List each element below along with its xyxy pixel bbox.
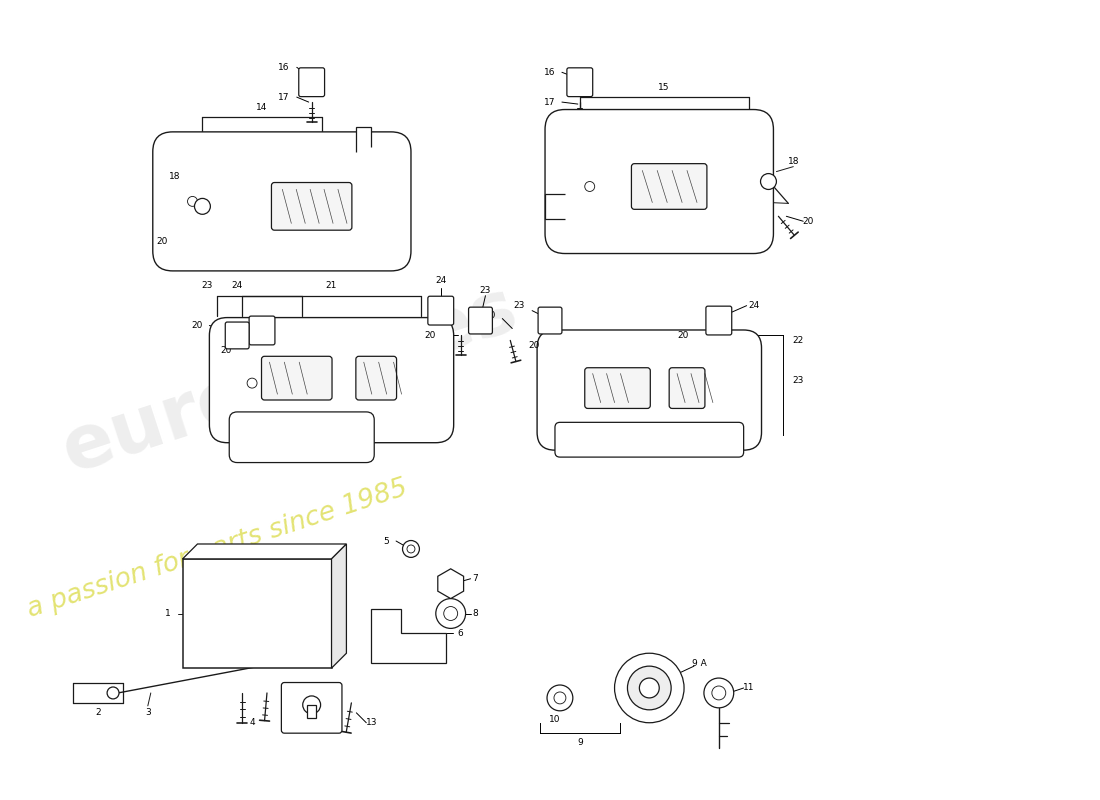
Text: 11: 11 [742,683,755,693]
FancyBboxPatch shape [282,682,342,733]
Polygon shape [183,544,346,559]
Circle shape [302,696,320,714]
Text: 24: 24 [436,276,447,286]
Text: 23: 23 [201,282,212,290]
Text: 15: 15 [659,82,670,92]
Circle shape [760,174,777,190]
Circle shape [248,378,257,388]
Polygon shape [331,544,346,668]
FancyBboxPatch shape [631,164,707,210]
Circle shape [627,666,671,710]
Circle shape [712,686,726,700]
Text: 24: 24 [231,282,242,290]
PathPatch shape [356,127,372,152]
FancyBboxPatch shape [428,296,453,325]
FancyBboxPatch shape [226,322,249,349]
Text: 20: 20 [191,321,202,330]
FancyBboxPatch shape [566,68,593,97]
FancyBboxPatch shape [299,68,324,97]
Circle shape [704,678,734,708]
Bar [183,559,331,668]
FancyBboxPatch shape [669,368,705,409]
Text: a passion for parts since 1985: a passion for parts since 1985 [24,475,410,623]
Text: 20: 20 [425,331,436,340]
FancyBboxPatch shape [537,330,761,450]
FancyBboxPatch shape [585,368,650,409]
FancyBboxPatch shape [706,306,732,335]
Polygon shape [307,705,316,718]
Text: 20: 20 [221,346,232,355]
Text: 23: 23 [480,286,491,295]
Text: 23: 23 [514,301,525,310]
Text: 20: 20 [678,331,689,340]
FancyBboxPatch shape [262,356,332,400]
Polygon shape [372,609,446,663]
Text: 16: 16 [278,63,289,72]
Text: 24: 24 [748,301,759,310]
FancyBboxPatch shape [249,316,275,345]
Circle shape [547,685,573,711]
Text: 18: 18 [169,172,180,181]
Circle shape [443,606,458,621]
FancyBboxPatch shape [544,110,773,254]
Text: 16: 16 [543,68,556,77]
Circle shape [407,545,415,553]
Text: 22: 22 [793,336,804,345]
Text: 14: 14 [256,102,267,111]
Text: 6: 6 [458,629,463,638]
Text: eurospares: eurospares [54,272,527,488]
Text: 3: 3 [145,708,151,718]
Text: 9: 9 [576,738,583,747]
FancyBboxPatch shape [229,412,374,462]
Text: 2: 2 [96,708,101,718]
FancyBboxPatch shape [272,182,352,230]
Text: 20: 20 [484,311,495,320]
Circle shape [107,687,119,699]
FancyBboxPatch shape [153,132,411,271]
Text: 7: 7 [473,574,478,583]
Circle shape [436,598,465,629]
Text: 20: 20 [529,341,540,350]
Text: 17: 17 [543,98,556,106]
Text: 1: 1 [165,609,170,618]
Circle shape [187,197,198,206]
Text: 12: 12 [282,723,293,732]
FancyBboxPatch shape [469,307,493,334]
Text: 5: 5 [384,537,389,546]
PathPatch shape [544,194,565,218]
Circle shape [554,692,565,704]
Text: 17: 17 [278,93,289,102]
Text: 20: 20 [156,237,167,246]
Text: 21: 21 [326,282,338,290]
Text: 20: 20 [803,217,814,226]
Text: 18: 18 [788,157,799,166]
Text: 4: 4 [250,718,255,727]
FancyBboxPatch shape [356,356,397,400]
FancyBboxPatch shape [556,422,744,457]
Circle shape [585,182,595,191]
Circle shape [639,678,659,698]
Circle shape [195,198,210,214]
Text: 13: 13 [365,718,377,727]
Text: 8: 8 [473,609,478,618]
FancyBboxPatch shape [209,318,453,442]
FancyBboxPatch shape [538,307,562,334]
Text: 9 A: 9 A [692,658,706,668]
Text: 10: 10 [549,715,561,724]
Circle shape [403,541,419,558]
Text: 23: 23 [793,376,804,385]
Circle shape [615,654,684,722]
